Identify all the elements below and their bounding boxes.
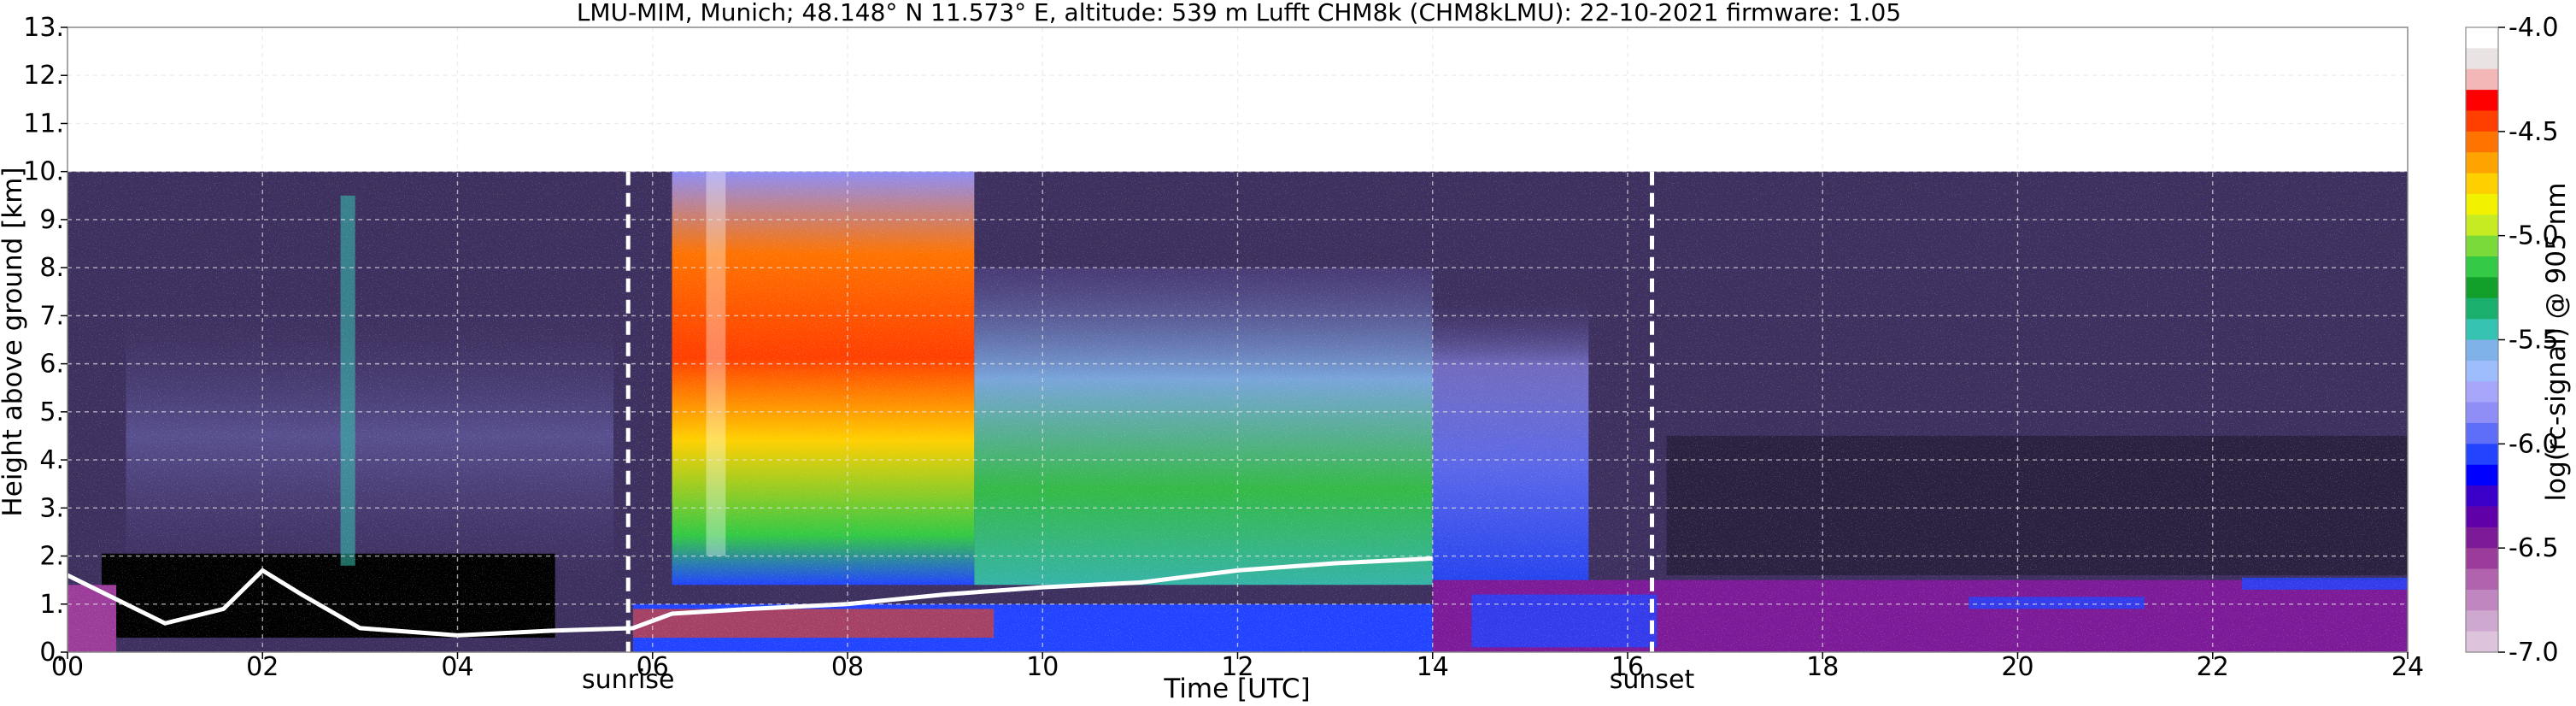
colorbar-swatch	[2466, 631, 2498, 653]
x-tick-label: 08	[831, 652, 864, 682]
y-tick-label: 11.	[23, 109, 64, 138]
sunset-label: sunset	[1610, 665, 1695, 695]
x-axis-label: Time [UTC]	[1163, 674, 1310, 704]
colorbar-swatch	[2466, 277, 2498, 299]
colorbar-swatch	[2466, 297, 2498, 320]
colorbar-swatch	[2466, 464, 2498, 486]
y-axis-label: Height above ground [km]	[0, 167, 28, 516]
colorbar-swatch	[2466, 152, 2498, 174]
y-tick-label: 5.	[39, 397, 64, 427]
y-tick-label: 7.	[39, 301, 64, 331]
colorbar: -4.0 -4.5 -5.0 -5.5 -6.0 -6.5 -7.0	[2465, 13, 2559, 668]
colorbar-swatch	[2466, 319, 2498, 341]
colorbar-tick-label: -5.0	[2509, 221, 2559, 251]
x-tick-label: 04	[441, 652, 473, 682]
colorbar-swatch	[2466, 589, 2498, 611]
colorbar-swatch	[2466, 235, 2498, 257]
x-tick-label: 24	[2391, 652, 2424, 682]
colorbar-swatch	[2466, 48, 2498, 70]
x-tick-label: 18	[1806, 652, 1839, 682]
sun-markers: sunrise sunset	[582, 171, 1695, 695]
colorbar-swatch	[2466, 506, 2498, 528]
y-axis-ticks: 0. 1. 2. 3. 4. 5. 6. 7. 8. 9. 10. 11. 12. 13.	[23, 13, 67, 668]
x-tick-label: 14	[1417, 652, 1449, 682]
y-tick-label: 12.	[23, 61, 64, 91]
x-tick-label: 06	[637, 652, 669, 682]
colorbar-swatch	[2466, 256, 2498, 278]
colorbar-tick-label: -4.5	[2509, 117, 2559, 147]
colorbar-label: log(rc-signal) @ 905 nm	[2541, 182, 2572, 501]
y-tick-label: 0.	[39, 638, 64, 668]
sunrise-label: sunrise	[582, 665, 674, 695]
y-tick-label: 6.	[39, 350, 64, 379]
colorbar-tick-label: -6.0	[2509, 429, 2559, 459]
colorbar-swatch	[2466, 110, 2498, 132]
colorbar-swatch	[2466, 173, 2498, 195]
colorbar-swatch	[2466, 402, 2498, 424]
grid	[67, 27, 2408, 652]
x-tick-label: 10	[1026, 652, 1059, 682]
x-tick-label: 12	[1221, 652, 1253, 682]
x-tick-label: 22	[2197, 652, 2229, 682]
colorbar-swatch	[2466, 485, 2498, 508]
colorbar-swatch	[2466, 381, 2498, 403]
colorbar-swatch	[2466, 27, 2498, 49]
y-tick-label: 13.	[23, 13, 64, 43]
colorbar-swatch	[2466, 131, 2498, 153]
colorbar-swatch	[2466, 610, 2498, 632]
y-tick-label: 8.	[39, 253, 64, 283]
x-tick-label: 02	[246, 652, 279, 682]
x-tick-label: 16	[1611, 652, 1644, 682]
colorbar-swatch	[2466, 527, 2498, 549]
x-tick-label: 20	[2001, 652, 2033, 682]
y-tick-label: 4.	[39, 445, 64, 475]
colorbar-swatch	[2466, 193, 2498, 215]
colorbar-swatch	[2466, 568, 2498, 591]
colorbar-swatch	[2466, 422, 2498, 444]
colorbar-swatch	[2466, 215, 2498, 237]
colorbar-swatch	[2466, 339, 2498, 362]
colorbar-tick-label: -4.0	[2509, 13, 2559, 43]
colorbar-swatch	[2466, 444, 2498, 466]
y-tick-label: 1.	[39, 590, 64, 620]
y-tick-label: 3.	[39, 493, 64, 523]
colorbar-swatch	[2466, 548, 2498, 570]
y-tick-label: 9.	[39, 205, 64, 235]
y-tick-label: 10.	[23, 157, 64, 187]
colorbar-swatch	[2466, 68, 2498, 91]
colorbar-swatch	[2466, 360, 2498, 382]
chart-title: LMU-MIM, Munich; 48.148° N 11.573° E, al…	[577, 0, 1901, 26]
colorbar-swatch	[2466, 90, 2498, 112]
y-tick-label: 2.	[39, 542, 64, 572]
colorbar-tick-label: -5.5	[2509, 326, 2559, 356]
colorbar-tick-label: -6.5	[2509, 533, 2559, 563]
colorbar-tick-label: -7.0	[2509, 638, 2559, 668]
x-axis-ticks: 00 02 04 06 08 10 12 14 16 18 20 22 24	[51, 652, 2424, 682]
x-tick-label: 00	[51, 652, 84, 682]
